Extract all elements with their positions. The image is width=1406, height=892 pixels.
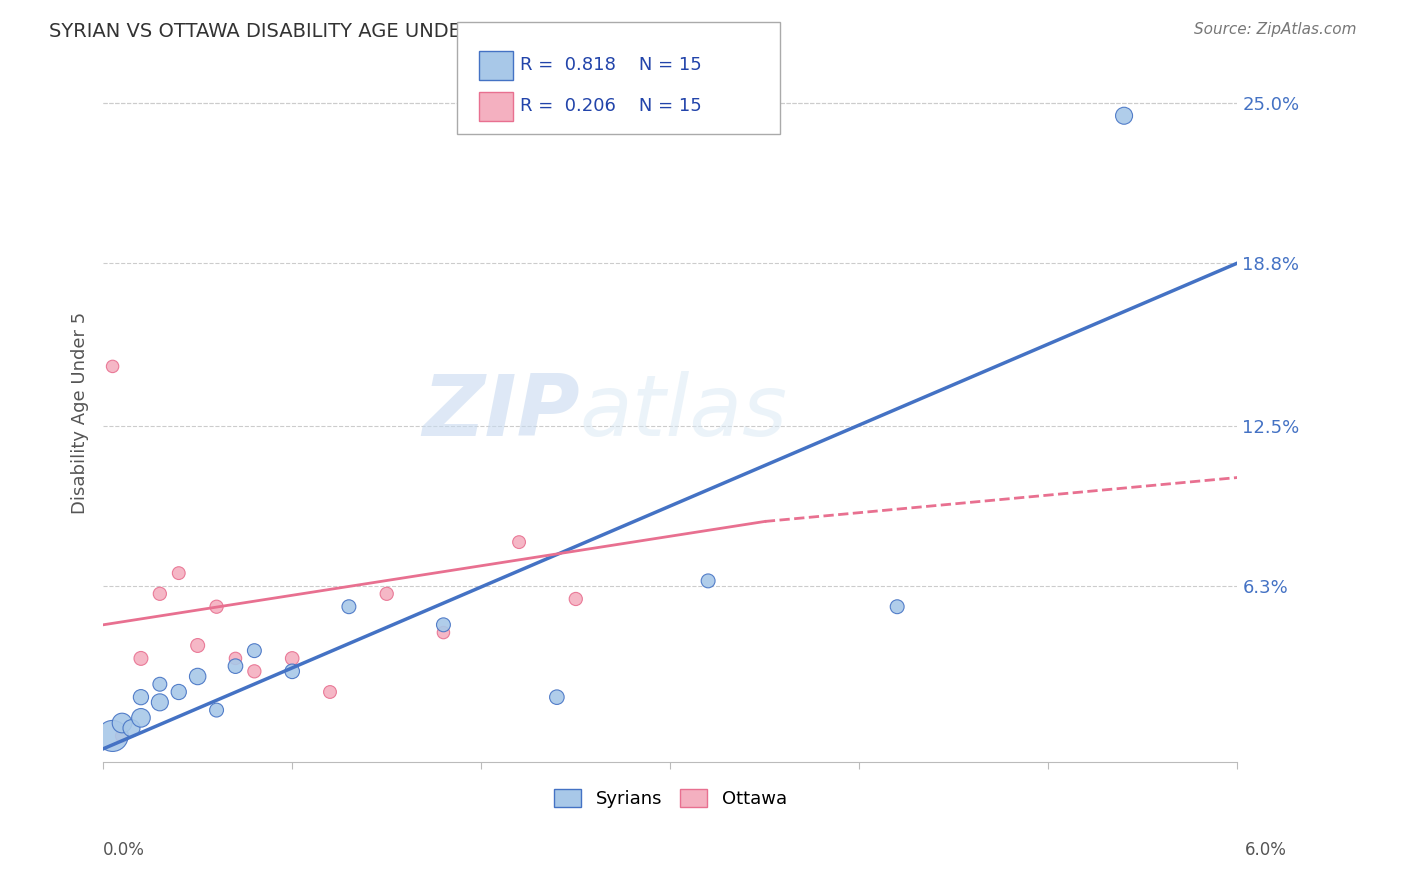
Text: 6.0%: 6.0% [1244, 840, 1286, 858]
Point [565, 591, 588, 606]
Point [508, 535, 530, 549]
Point [243, 643, 266, 657]
Point [432, 617, 454, 632]
Point [432, 625, 454, 640]
Point [337, 599, 360, 614]
Point [224, 659, 246, 673]
Point [101, 359, 124, 374]
Point [224, 651, 246, 665]
Point [375, 587, 398, 601]
Point [149, 587, 172, 601]
Point [281, 651, 304, 665]
Point [167, 566, 190, 581]
Text: SYRIAN VS OTTAWA DISABILITY AGE UNDER 5 CORRELATION CHART: SYRIAN VS OTTAWA DISABILITY AGE UNDER 5 … [49, 22, 710, 41]
Point [129, 651, 152, 665]
Point [281, 665, 304, 679]
Point [167, 685, 190, 699]
Point [546, 690, 568, 705]
Point [187, 669, 209, 683]
Legend: Syrians, Ottawa: Syrians, Ottawa [547, 781, 794, 815]
Text: R =  0.818    N = 15: R = 0.818 N = 15 [520, 56, 702, 74]
Point [149, 695, 172, 709]
Text: atlas: atlas [579, 371, 787, 454]
Point [129, 711, 152, 725]
Point [111, 716, 134, 731]
Point [129, 690, 152, 705]
Point [121, 721, 143, 735]
Point [101, 729, 124, 743]
Point [1112, 109, 1135, 123]
Text: ZIP: ZIP [422, 371, 579, 454]
Point [187, 639, 209, 653]
Text: R =  0.206    N = 15: R = 0.206 N = 15 [520, 97, 702, 115]
Point [205, 703, 228, 717]
Text: 0.0%: 0.0% [103, 840, 145, 858]
Point [149, 677, 172, 691]
Point [243, 665, 266, 679]
Point [111, 729, 134, 743]
Point [205, 599, 228, 614]
Point [886, 599, 908, 614]
Y-axis label: Disability Age Under 5: Disability Age Under 5 [72, 312, 89, 514]
Text: Source: ZipAtlas.com: Source: ZipAtlas.com [1194, 22, 1357, 37]
Point [319, 685, 342, 699]
Point [697, 574, 720, 588]
